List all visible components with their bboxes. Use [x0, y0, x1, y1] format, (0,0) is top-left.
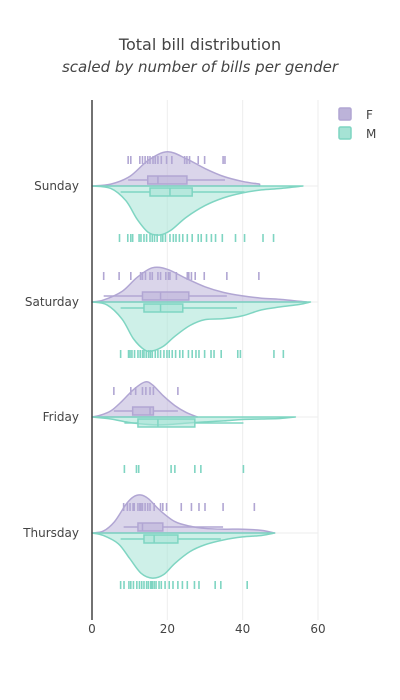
y-tick-label-thursday: Thursday	[22, 526, 79, 540]
box-m-sunday	[149, 187, 193, 197]
legend-label-f: F	[366, 108, 373, 122]
box-f-thursday	[137, 522, 164, 532]
legend-swatch-m[interactable]	[339, 127, 351, 139]
legend-item-m[interactable]: M	[338, 126, 376, 141]
x-tick-label-0: 0	[88, 622, 96, 636]
y-tick-label-saturday: Saturday	[25, 295, 79, 309]
legend-item-f[interactable]: F	[338, 107, 373, 122]
axis-layer: 0 20 40 60 Sunday Saturday Friday Thursday	[22, 100, 326, 636]
rug-layer	[102, 156, 285, 589]
box-m-saturday	[143, 303, 184, 313]
chart-subtitle: scaled by number of bills per gender	[62, 58, 339, 76]
violin-m-sunday	[91, 185, 304, 236]
box-f-sunday	[146, 175, 188, 185]
box-layer	[103, 175, 245, 544]
legend-swatch-m-border	[338, 126, 352, 140]
chart-title: Total bill distribution	[118, 35, 281, 54]
legend[interactable]: F M	[338, 107, 376, 141]
violin-m-thursday	[91, 532, 276, 579]
box-m-thursday	[143, 534, 179, 544]
box-f-friday	[131, 406, 155, 416]
y-tick-label-sunday: Sunday	[34, 179, 79, 193]
legend-label-m: M	[366, 127, 376, 141]
box-f-saturday	[141, 291, 190, 301]
x-tick-label-20: 20	[160, 622, 175, 636]
box-m-friday	[137, 418, 196, 428]
violin-f-sunday	[91, 151, 261, 187]
x-tick-label-40: 40	[235, 622, 250, 636]
legend-swatch-f[interactable]	[339, 108, 351, 120]
x-tick-label-60: 60	[310, 622, 325, 636]
legend-swatch-f-border	[338, 107, 352, 121]
violin-m-saturday	[91, 301, 312, 353]
y-tick-label-friday: Friday	[43, 410, 79, 424]
violin-f-friday	[91, 381, 199, 418]
